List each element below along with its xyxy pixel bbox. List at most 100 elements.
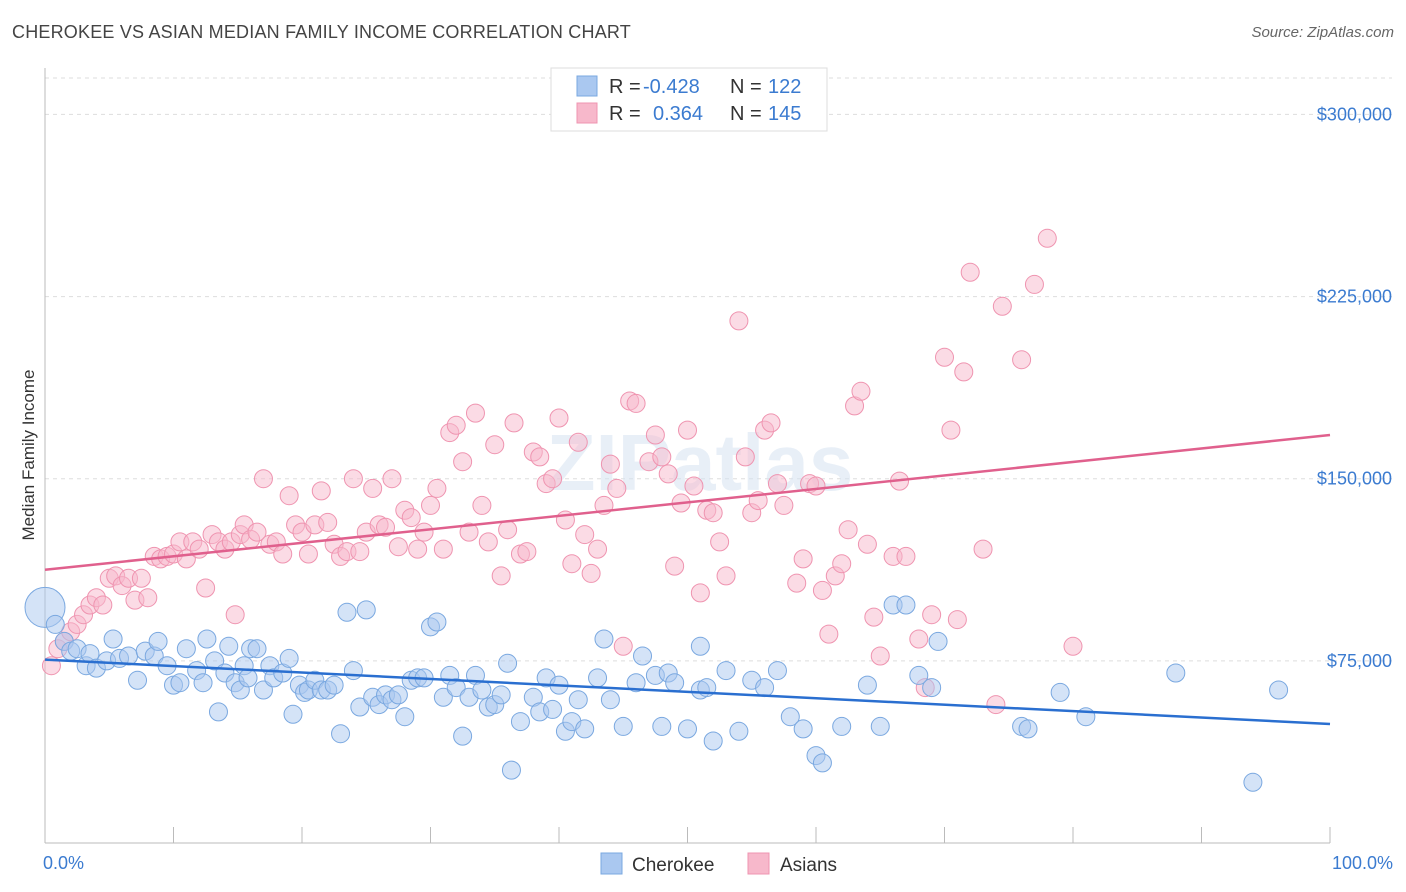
cherokee-point <box>909 665 929 685</box>
cherokee-point <box>388 685 408 705</box>
asians-point <box>896 546 916 566</box>
bottom-legend-swatch-asians <box>747 852 770 875</box>
asians-point <box>568 432 588 452</box>
cherokee-point <box>633 646 653 666</box>
legend-swatch-cherokee <box>576 75 598 97</box>
y-tick-label: $75,000 <box>1327 651 1392 671</box>
asians-point <box>710 532 730 552</box>
asians-point <box>138 588 158 608</box>
cherokee-point <box>176 639 196 659</box>
asians-point <box>652 447 672 467</box>
asians-point <box>388 537 408 557</box>
asians-point <box>645 425 665 445</box>
cherokee-point <box>472 680 492 700</box>
legend-r-label-1: R = <box>609 76 641 98</box>
asians-point <box>812 580 832 600</box>
cherokee-point <box>205 651 225 671</box>
cherokee-point <box>588 668 608 688</box>
cherokee-point <box>148 631 168 651</box>
cherokee-point <box>170 673 190 693</box>
cherokee-point <box>922 678 942 698</box>
asians-point <box>954 362 974 382</box>
asians-points <box>41 228 1083 715</box>
asians-point <box>935 347 954 367</box>
cherokee-point <box>767 661 787 681</box>
cherokee-point <box>594 629 614 649</box>
cherokee-point <box>928 631 948 651</box>
chart-title: CHEROKEE VS ASIAN MEDIAN FAMILY INCOME C… <box>12 22 631 42</box>
cherokee-point <box>690 636 710 656</box>
asians-trend-line <box>44 433 1331 572</box>
asians-point <box>992 296 1012 316</box>
asians-point <box>588 539 608 559</box>
asians-point <box>909 629 929 649</box>
cherokee-point <box>343 661 363 681</box>
x-tick-label-right: 100.0% <box>1332 853 1393 873</box>
trend-lines <box>44 433 1331 726</box>
cherokee-point <box>193 673 213 693</box>
cherokee-point <box>453 726 473 746</box>
asians-point <box>273 544 293 564</box>
asians-point <box>517 542 537 562</box>
asians-point <box>247 522 267 542</box>
asians-point <box>318 512 338 532</box>
cherokee-point <box>197 629 217 649</box>
legend-n-label-1: N = <box>730 76 762 98</box>
cherokee-point <box>857 675 877 695</box>
asians-point <box>767 474 787 494</box>
asians-point <box>498 520 518 540</box>
asians-point <box>279 486 299 506</box>
cherokee-point <box>128 670 148 690</box>
asians-point <box>600 454 620 474</box>
y-tick-label: $225,000 <box>1317 287 1392 307</box>
x-tick-label-left: 0.0% <box>43 853 84 873</box>
bottom-legend-cherokee: Cherokee <box>632 855 714 876</box>
asians-point <box>658 464 678 484</box>
asians-point <box>960 262 980 282</box>
cherokee-point <box>665 673 685 693</box>
asians-point <box>459 522 479 542</box>
asians-point <box>684 476 704 496</box>
asians-point <box>941 420 961 440</box>
cherokee-point <box>543 699 563 719</box>
cherokee-point <box>793 719 813 739</box>
legend-n-value-2: 145 <box>768 103 801 125</box>
asians-point <box>735 447 755 467</box>
asians-point <box>549 408 569 428</box>
cherokee-point <box>433 687 453 707</box>
asians-point <box>350 542 370 562</box>
cherokee-point <box>600 690 620 710</box>
asians-point <box>690 583 710 603</box>
cherokee-point <box>510 712 530 732</box>
correlation-legend: R = -0.428 N = 122 R = 0.364 N = 145 <box>550 67 828 132</box>
cherokee-point <box>1050 682 1070 702</box>
cherokee-point <box>575 719 595 739</box>
asians-point <box>626 393 646 413</box>
cherokee-point <box>395 707 415 727</box>
y-axis-title: Median Family Income <box>19 369 38 540</box>
asians-point <box>729 311 749 331</box>
asians-point <box>376 517 396 537</box>
cherokee-point <box>283 704 303 724</box>
asians-point <box>819 624 839 644</box>
cherokee-point <box>279 648 299 668</box>
asians-point <box>543 469 563 489</box>
cherokee-point <box>219 636 239 656</box>
asians-point <box>93 595 113 615</box>
asians-point <box>607 478 627 498</box>
cherokee-point <box>350 697 370 717</box>
asians-point <box>343 469 363 489</box>
asians-point <box>298 544 318 564</box>
asians-point <box>453 452 473 472</box>
asians-point <box>414 522 434 542</box>
watermark: ZIPatlas <box>547 418 854 507</box>
asians-point <box>485 435 505 455</box>
asians-point <box>832 554 852 574</box>
asians-point <box>478 532 498 552</box>
y-tick-label: $300,000 <box>1317 104 1392 124</box>
cherokee-point <box>491 685 511 705</box>
cherokee-point <box>626 673 646 693</box>
asians-point <box>401 508 421 528</box>
cherokee-point <box>729 721 749 741</box>
